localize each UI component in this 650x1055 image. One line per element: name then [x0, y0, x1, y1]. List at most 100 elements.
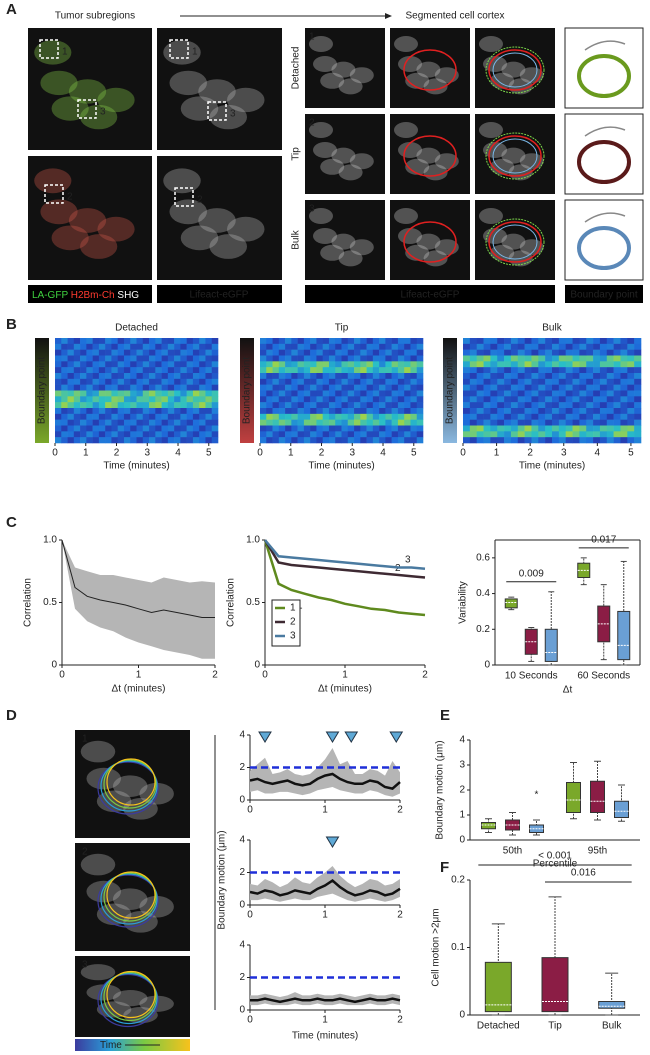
heatmap-cell	[404, 384, 411, 391]
heatmap-cell	[142, 384, 150, 391]
heatmap-cell	[360, 361, 367, 368]
heatmap-cell	[416, 413, 424, 420]
heatmap-cell	[174, 355, 181, 362]
heatmap-cell	[61, 425, 68, 432]
heatmap-cell	[55, 384, 62, 391]
heatmap-cell	[593, 338, 601, 345]
cell-blob	[320, 158, 345, 175]
heatmap-cell	[545, 343, 553, 350]
heatmap-cell	[155, 355, 162, 362]
cell-blob	[331, 147, 356, 164]
colorbar-label: Boundary point	[445, 357, 456, 424]
heatmap-cell	[552, 373, 560, 380]
heatmap-cell	[404, 378, 411, 385]
heatmap-cell	[599, 396, 608, 403]
heatmap-cell	[347, 413, 355, 420]
x-tick-label: 0	[59, 670, 65, 681]
heatmap-cell	[469, 390, 477, 397]
cortex-outline	[403, 49, 457, 91]
heatmap-cell	[416, 367, 424, 374]
heatmap-cell	[291, 367, 298, 374]
heatmap-cell	[586, 384, 594, 391]
heatmap-cell	[552, 349, 560, 356]
heatmap-cell	[347, 349, 355, 356]
heatmap-cell	[167, 390, 175, 397]
heatmap-cell	[379, 408, 386, 415]
heatmap-cell	[627, 396, 635, 403]
heatmap-cell	[310, 413, 317, 420]
heatmap-cell	[192, 425, 200, 432]
heatmap-cell	[285, 378, 292, 385]
heatmap-cell	[272, 343, 280, 350]
heatmap-cell	[92, 349, 100, 356]
heatmap-cell	[586, 367, 594, 374]
heatmap-cell	[385, 402, 392, 409]
heatmap-cell	[627, 373, 635, 380]
heatmap-cell	[627, 413, 635, 420]
heatmap-cell	[328, 431, 336, 438]
cell-blob	[331, 61, 356, 78]
heatmap-cell	[558, 355, 566, 362]
heatmap-cell	[463, 355, 471, 362]
heatmap-cell	[579, 419, 587, 426]
series-line	[263, 539, 426, 579]
heatmap-cell	[469, 402, 477, 409]
cell-blob	[501, 233, 526, 250]
heatmap-cell	[504, 431, 512, 438]
cell-blob	[80, 853, 116, 876]
series-line	[263, 539, 426, 617]
y-axis-label: Correlation	[226, 578, 237, 627]
row-number: 2	[309, 118, 315, 129]
heatmap-cell	[531, 338, 539, 345]
heatmap-cell	[545, 437, 553, 444]
heatmap-cell	[366, 367, 374, 374]
cortex-outline	[485, 218, 545, 266]
heatmap-cell	[524, 425, 532, 432]
heatmap-cell	[111, 338, 118, 345]
heatmap-cell	[504, 437, 512, 444]
heatmap-cell	[410, 431, 418, 438]
heatmap-cell	[211, 367, 219, 374]
cell-blob	[490, 244, 515, 261]
heatmap-cell	[572, 408, 580, 415]
cell-blob	[209, 104, 247, 130]
heatmap-cell	[260, 390, 267, 397]
heatmap-cell	[211, 413, 219, 420]
heatmap-cell	[130, 396, 137, 403]
heatmap-cell	[266, 349, 273, 356]
heatmap-cell	[291, 384, 298, 391]
heatmap-cell	[599, 384, 608, 391]
heatmap-cell	[463, 402, 471, 409]
cell-blob	[112, 990, 148, 1007]
heatmap-cell	[297, 425, 305, 432]
heatmap-cell	[61, 396, 68, 403]
heatmap-cell	[285, 425, 292, 432]
boundary-arrow	[584, 126, 626, 137]
heatmap-cell	[328, 413, 336, 420]
heatmap-cell	[55, 349, 62, 356]
heatmap-cell	[149, 413, 156, 420]
heatmap-cell	[586, 431, 594, 438]
heatmap-cell	[61, 384, 68, 391]
legend-entry: H2Bm-Ch	[71, 290, 115, 301]
heatmap-cell	[55, 408, 62, 415]
heatmap-cell	[360, 349, 367, 356]
heatmap-cell	[379, 437, 386, 444]
heatmap-cell	[476, 413, 484, 420]
heatmap-cell	[328, 419, 336, 426]
heatmap-cell	[297, 367, 305, 374]
heatmap-cell	[552, 378, 560, 385]
image-number: 3	[82, 960, 88, 971]
heatmap-cell	[504, 402, 512, 409]
heatmap-cell	[285, 343, 292, 350]
heatmap-cell	[316, 343, 323, 350]
label: A	[6, 1, 17, 18]
event-marker	[389, 731, 404, 743]
heatmap-cell	[531, 419, 539, 426]
heatmap-cell	[310, 390, 317, 397]
heatmap-cell	[397, 367, 405, 374]
heatmap-cell	[391, 408, 399, 415]
heatmap-cell	[410, 408, 418, 415]
heatmap-cell	[510, 343, 519, 350]
heatmap-cell	[517, 413, 525, 420]
